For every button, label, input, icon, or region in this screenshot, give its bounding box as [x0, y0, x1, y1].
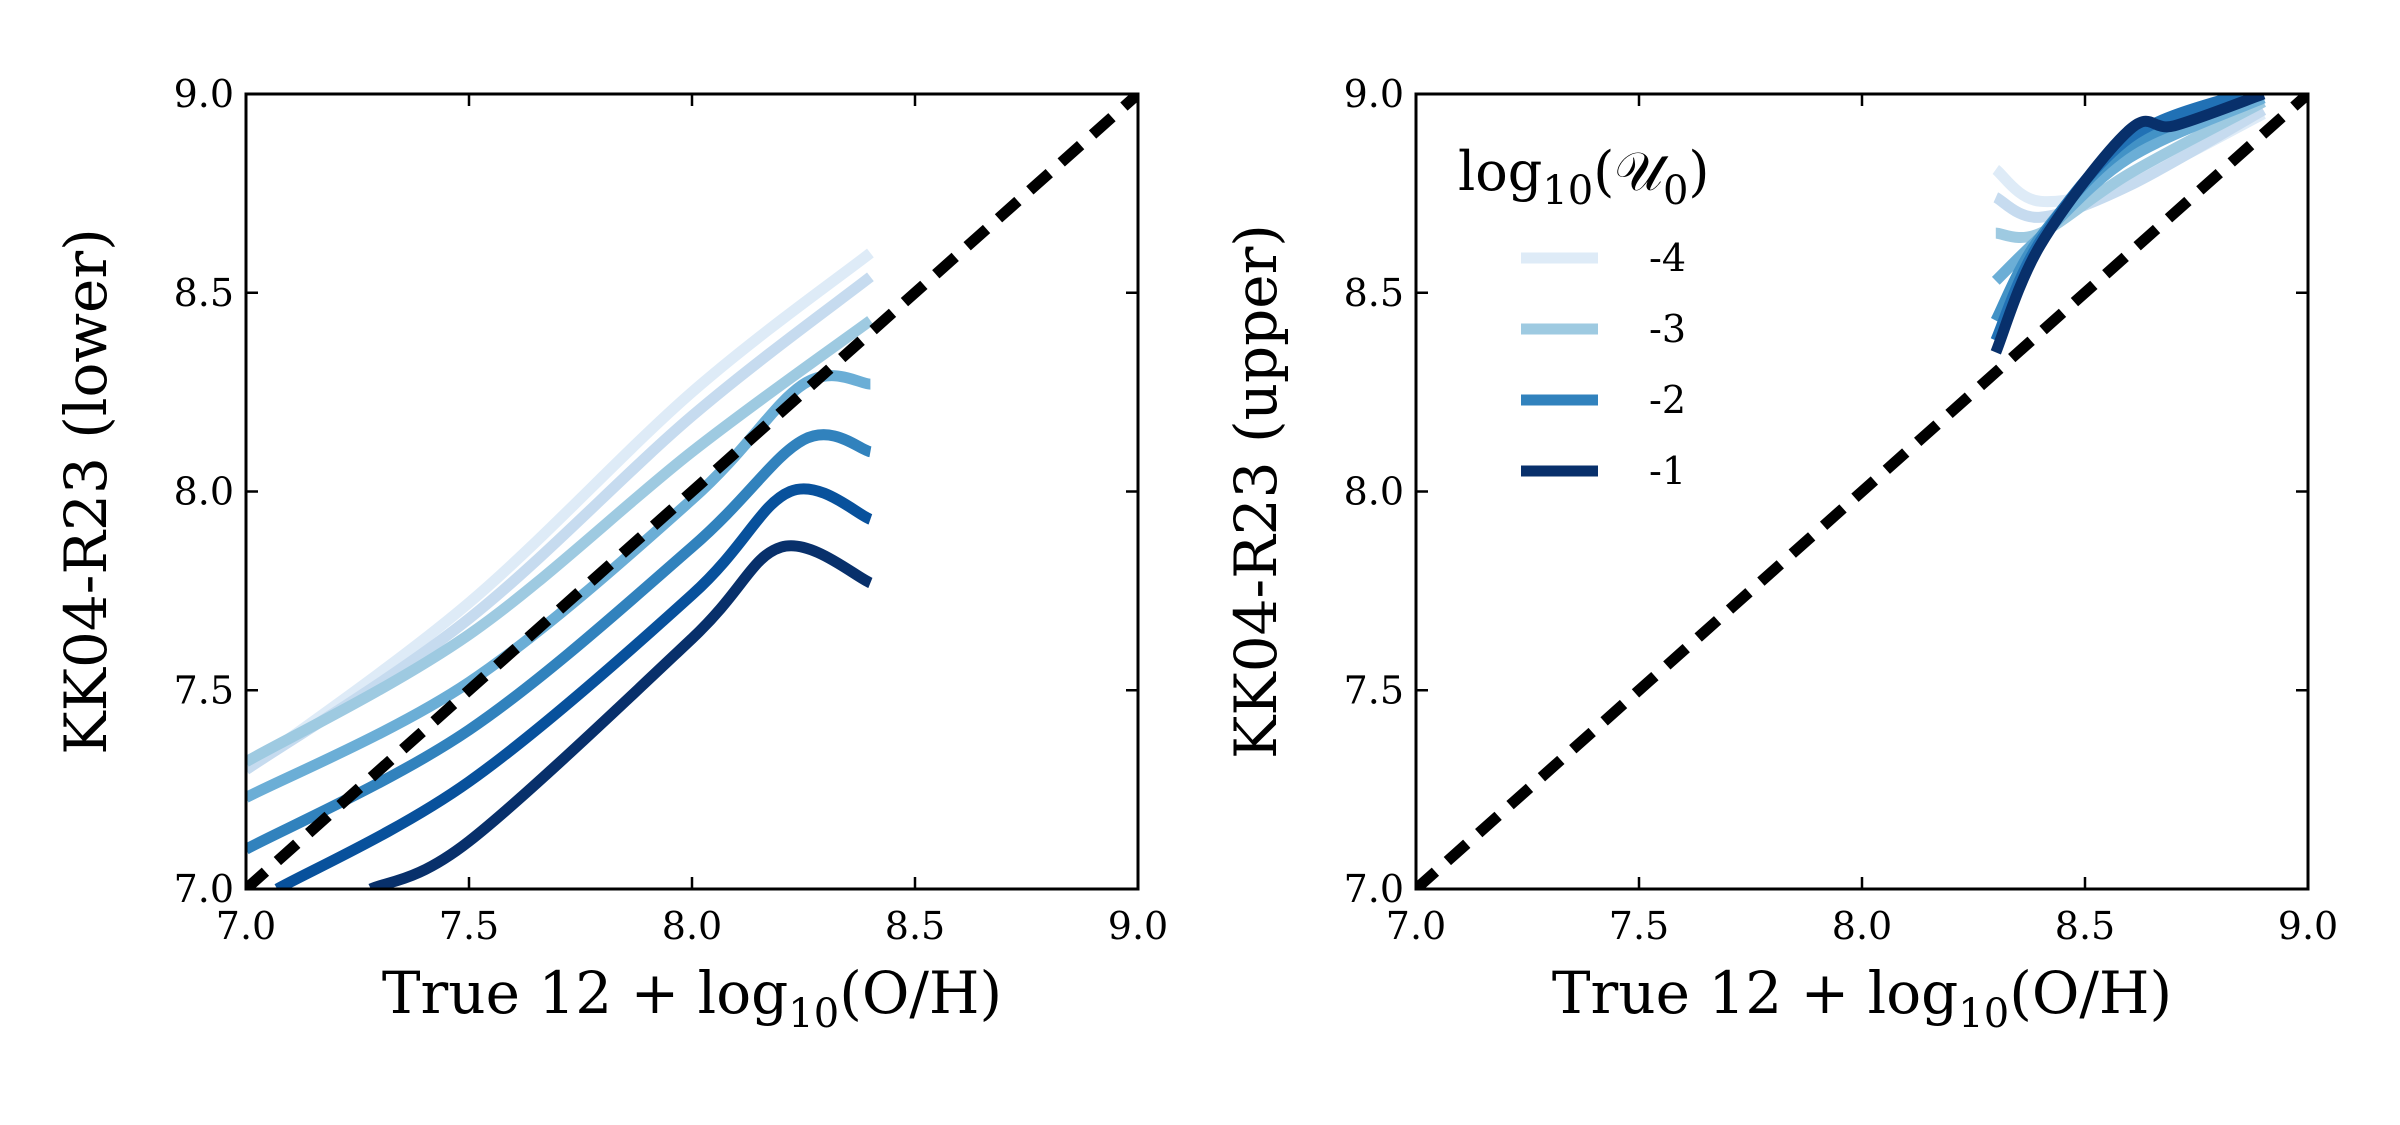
series-line-4	[246, 429, 873, 855]
legend-title-prefix: log	[1458, 140, 1542, 203]
series-line-1	[1992, 105, 2267, 223]
panel-left: 7.0 7.5 8.0 8.5 9.0 7.0 7.5 8.0 8.5 9.0 True 12 + …	[52, 72, 1168, 1037]
x-tick-label: 7.5	[439, 904, 499, 948]
legend-title-subscript: 10	[1542, 168, 1593, 214]
x-tick-label: 9.0	[1108, 904, 1168, 948]
x-tick-label: 8.0	[662, 904, 722, 948]
reference-line	[1416, 94, 2308, 889]
series-line-6	[368, 540, 873, 889]
x-axis-label: True 12 + log10(O/H)	[382, 959, 1002, 1037]
legend-title-symbol-subscript: 0	[1663, 168, 1688, 214]
legend-label: -1	[1649, 449, 1686, 493]
x-tick-label: 8.5	[2055, 904, 2115, 948]
series-line-6	[1990, 94, 2266, 355]
x-tick-label: 7.5	[1609, 904, 1669, 948]
x-axis-label-prefix: True 12 + log	[1552, 959, 1958, 1027]
x-tick-label: 8.0	[1832, 904, 1892, 948]
x-tick-label: 7.0	[1386, 904, 1446, 948]
y-axis-label: KK04-R23 (lower)	[52, 228, 120, 754]
y-tick-label: 8.5	[174, 271, 234, 315]
series-line-3	[246, 370, 872, 803]
reference-line	[246, 94, 1138, 889]
legend-title-symbol: (𝒰	[1593, 140, 1669, 203]
y-tick-label: 8.0	[1344, 470, 1404, 514]
panel-right: 7.0 7.5 8.0 8.5 9.0 7.0 7.5 8.0 8.5 9.0 True 12 + …	[1222, 72, 2338, 1037]
y-tick-label: 8.0	[174, 470, 234, 514]
legend-title: log10(𝒰0)	[1458, 140, 1709, 214]
y-tick-label: 7.5	[174, 668, 234, 712]
series-line-2	[246, 316, 874, 767]
series-line-5	[274, 483, 873, 889]
y-tick-label: 8.5	[1344, 271, 1404, 315]
x-axis-label-subscript: 10	[1958, 991, 2009, 1037]
series-line-0	[246, 248, 874, 775]
y-tick-label: 9.0	[174, 72, 234, 116]
y-tick-label: 7.5	[1344, 668, 1404, 712]
legend-label: -4	[1649, 236, 1686, 280]
plot-area	[1416, 94, 2308, 889]
x-tick-label: 9.0	[2278, 904, 2338, 948]
x-tick-label: 7.0	[216, 904, 276, 948]
x-axis-label-suffix: (O/H)	[2009, 959, 2172, 1027]
legend-label: -3	[1649, 307, 1686, 351]
legend-label: -2	[1649, 378, 1686, 422]
legend-title-suffix: )	[1688, 140, 1709, 203]
x-axis-label-prefix: True 12 + log	[382, 959, 788, 1027]
y-tick-label: 9.0	[1344, 72, 1404, 116]
x-axis-label-suffix: (O/H)	[839, 959, 1002, 1027]
y-tick-label: 7.0	[1344, 867, 1404, 911]
legend: log10(𝒰0)-4-3-2-1	[1458, 140, 1709, 493]
plot-area	[246, 94, 1138, 889]
y-tick-label: 7.0	[174, 867, 234, 911]
x-axis-label: True 12 + log10(O/H)	[1552, 959, 2172, 1037]
y-axis-label: KK04-R23 (upper)	[1222, 224, 1290, 759]
series-line-2	[1995, 97, 2266, 243]
x-axis-label-subscript: 10	[788, 991, 839, 1037]
x-tick-label: 8.5	[885, 904, 945, 948]
